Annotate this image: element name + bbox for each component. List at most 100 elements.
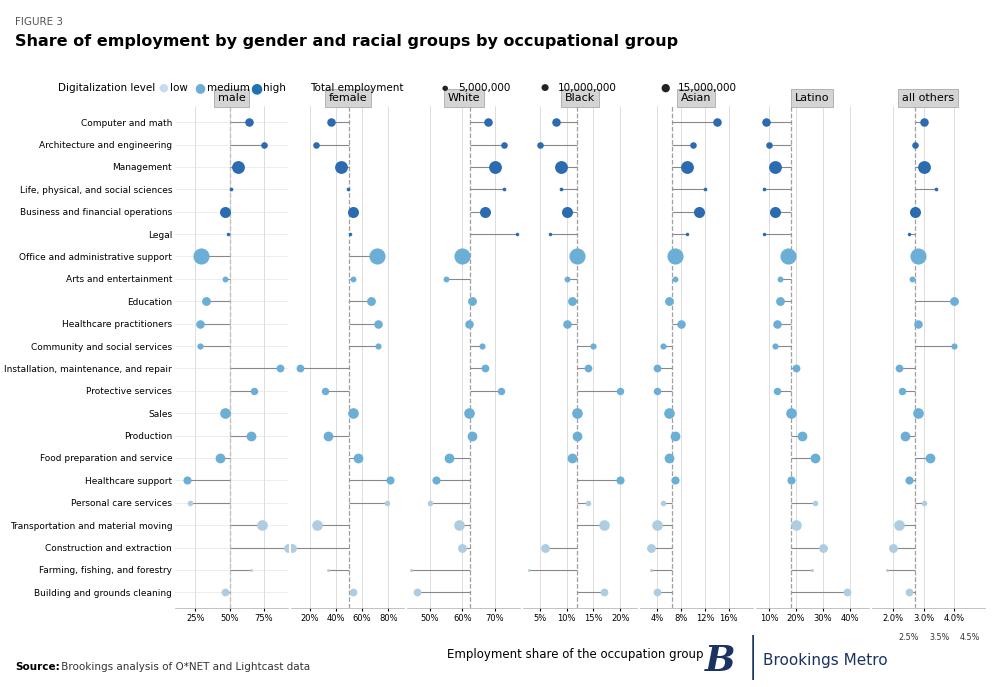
Point — [309, 519, 325, 530]
Title: male: male — [218, 93, 245, 103]
Text: ●: ● — [158, 83, 168, 93]
Point — [272, 363, 288, 374]
Text: Brookings Metro: Brookings Metro — [763, 653, 888, 668]
Text: B: B — [705, 644, 735, 678]
Point — [422, 497, 438, 508]
Point — [907, 206, 923, 217]
Text: Source:: Source: — [15, 662, 60, 672]
Point — [345, 206, 361, 217]
Point — [212, 453, 228, 464]
Point — [342, 229, 358, 240]
Point — [667, 430, 683, 441]
Point — [345, 407, 361, 418]
Point — [916, 161, 932, 172]
Point — [217, 587, 233, 598]
Point — [780, 251, 796, 262]
Point — [879, 565, 895, 576]
Text: ●: ● — [541, 83, 549, 93]
Text: 3.5%: 3.5% — [929, 633, 949, 642]
Point — [217, 206, 233, 217]
Text: 15,000,000: 15,000,000 — [678, 83, 737, 93]
Point — [897, 430, 913, 441]
Point — [928, 184, 944, 195]
Point — [320, 565, 336, 576]
Point — [891, 519, 907, 530]
Point — [284, 542, 300, 553]
Point — [815, 542, 831, 553]
Point — [679, 229, 695, 240]
Point — [496, 184, 512, 195]
Point — [241, 117, 257, 128]
Point — [769, 318, 785, 329]
Point — [230, 161, 246, 172]
Point — [910, 407, 926, 418]
Point — [192, 341, 208, 352]
Point — [569, 407, 585, 418]
Point — [673, 318, 689, 329]
Point — [804, 565, 820, 576]
Point — [839, 587, 855, 598]
Text: Brookings analysis of O*NET and Lightcast data: Brookings analysis of O*NET and Lightcas… — [58, 662, 310, 672]
Point — [643, 565, 659, 576]
Point — [345, 587, 361, 598]
Title: all others: all others — [902, 93, 954, 103]
Point — [585, 341, 601, 352]
Text: FIGURE 3: FIGURE 3 — [15, 17, 63, 27]
Point — [553, 161, 569, 172]
Point — [532, 139, 548, 150]
Point — [569, 251, 585, 262]
Point — [179, 475, 195, 486]
Point — [474, 341, 490, 352]
Point — [487, 161, 503, 172]
Point — [182, 497, 198, 508]
Point — [772, 296, 788, 307]
Point — [243, 565, 259, 576]
Title: female: female — [328, 93, 367, 103]
Point — [243, 430, 259, 441]
Point — [901, 229, 917, 240]
Point — [559, 273, 575, 284]
Point — [691, 206, 707, 217]
Point — [192, 318, 208, 329]
Point — [363, 296, 379, 307]
Point — [521, 565, 537, 576]
Point — [553, 184, 569, 195]
Point — [480, 117, 496, 128]
Point — [910, 318, 926, 329]
Point — [661, 407, 677, 418]
Point — [946, 341, 962, 352]
Point — [403, 565, 419, 576]
Point — [612, 475, 628, 486]
Point — [454, 542, 470, 553]
Point — [649, 385, 665, 396]
Text: Digitalization level: Digitalization level — [58, 83, 155, 93]
Point — [308, 139, 324, 150]
Point — [807, 497, 823, 508]
Point — [655, 497, 671, 508]
Point — [916, 117, 932, 128]
Point — [350, 453, 366, 464]
Text: Share of employment by gender and racial groups by occupational group: Share of employment by gender and racial… — [15, 34, 678, 49]
Point — [382, 475, 398, 486]
Point — [756, 184, 772, 195]
Text: low: low — [170, 83, 188, 93]
Point — [223, 184, 239, 195]
Point — [320, 430, 336, 441]
Point — [580, 497, 596, 508]
Point — [767, 161, 783, 172]
Point — [891, 363, 907, 374]
Point — [649, 363, 665, 374]
Point — [217, 273, 233, 284]
Point — [477, 206, 493, 217]
Point — [907, 139, 923, 150]
Point — [667, 251, 683, 262]
Point — [254, 519, 270, 530]
Point — [783, 407, 799, 418]
Text: 2.5%: 2.5% — [898, 633, 919, 642]
Text: ●: ● — [660, 83, 670, 93]
Point — [220, 229, 236, 240]
Point — [661, 453, 677, 464]
Point — [894, 385, 910, 396]
Text: high: high — [263, 83, 286, 93]
Point — [464, 430, 480, 441]
